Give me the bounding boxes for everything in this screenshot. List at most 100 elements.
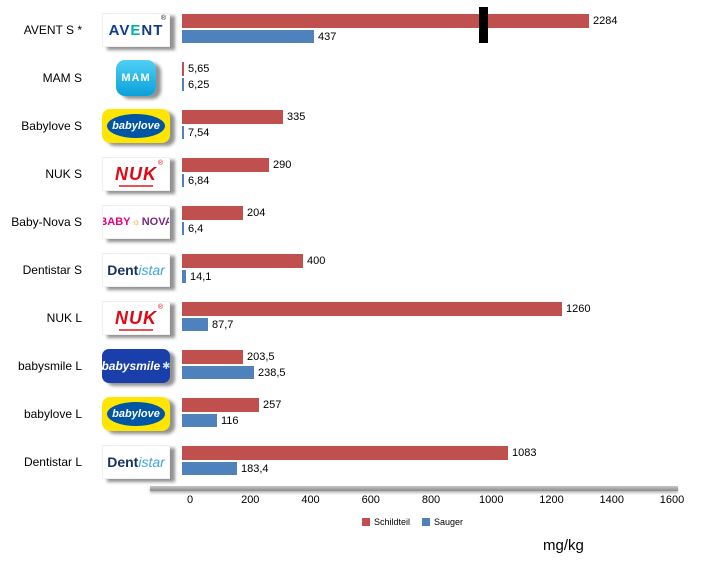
schildteil-bar-line: 5,65 xyxy=(182,62,664,76)
schildteil-bar-line: 203,5 xyxy=(182,350,664,364)
bar-group: 2284 437 xyxy=(182,6,664,54)
sauger-bar xyxy=(182,222,184,235)
brand-logo-dentistar: Dent istar xyxy=(102,253,170,287)
sauger-value-label: 116 xyxy=(221,414,239,427)
schildteil-value-label: 203,5 xyxy=(247,351,275,363)
brand-logo-cell: Dent istar xyxy=(90,438,182,486)
sauger-bar xyxy=(182,366,254,379)
brand-logo-cell: AVENT ® xyxy=(90,6,182,54)
schildteil-bar-line: 290 xyxy=(182,158,664,172)
x-tick-label: 800 xyxy=(421,494,441,506)
schildteil-bar-line: 400 xyxy=(182,254,664,268)
nuk-logo-text: NUK xyxy=(115,307,157,328)
dentistar-logo-text: Dent xyxy=(107,454,139,470)
schildteil-bar-line: 335 xyxy=(182,110,664,124)
sauger-value-label: 183,4 xyxy=(241,462,269,475)
babynova-logo-text: BABY xyxy=(102,216,131,228)
category-label: AVENT S * xyxy=(23,23,82,37)
schildteil-bar xyxy=(182,110,283,124)
legend-item: Sauger xyxy=(422,517,463,527)
legend-swatch xyxy=(362,518,370,526)
x-tick-label: 1000 xyxy=(479,494,504,506)
legend-label: Sauger xyxy=(434,517,464,527)
chart-row: Dentistar S Dent istar 400 14,1 xyxy=(0,246,704,294)
schildteil-value-label: 335 xyxy=(287,111,306,123)
bar-group: 290 6,84 xyxy=(182,150,664,198)
bar-group: 1083 183,4 xyxy=(182,438,664,486)
schildteil-bar-line: 1260 xyxy=(182,302,664,316)
sauger-value-label: 6,4 xyxy=(188,222,204,235)
bar-group: 335 7,54 xyxy=(182,102,664,150)
schildteil-value-label: 5,65 xyxy=(188,63,210,75)
bar-group: 257 116 xyxy=(182,390,664,438)
sauger-bar xyxy=(182,270,186,283)
sauger-bar-line: 6,84 xyxy=(182,174,664,187)
schildteil-bar xyxy=(182,62,184,76)
dentistar-logo-text2: istar xyxy=(138,454,165,470)
schildteil-bar xyxy=(182,302,562,316)
nuk-tagline-mark xyxy=(103,329,169,332)
sauger-bar-line: 14,1 xyxy=(182,270,664,283)
sauger-bar-line: 7,54 xyxy=(182,126,664,139)
brand-logo-cell: MAM xyxy=(90,54,182,102)
unit-label: mg/kg xyxy=(543,537,584,554)
brand-logo-cell: BABY ☼ NOVA xyxy=(90,198,182,246)
sauger-bar-line: 238,5 xyxy=(182,366,664,379)
brand-logo-nuk: NUK ® xyxy=(102,301,170,335)
x-tick-label: 1400 xyxy=(599,494,624,506)
schildteil-bar-line: 1083 xyxy=(182,446,664,460)
sauger-bar-line: 437 xyxy=(182,30,664,43)
brand-logo-mam: MAM xyxy=(116,60,156,96)
schildteil-value-label: 204 xyxy=(247,207,266,219)
sauger-bar xyxy=(182,78,184,91)
schildteil-bar xyxy=(182,206,243,220)
chart-row: Baby-Nova S BABY ☼ NOVA 204 6,4 xyxy=(0,198,704,246)
chart-row: MAM S MAM 5,65 6,25 xyxy=(0,54,704,102)
schildteil-value-label: 257 xyxy=(263,399,282,411)
chart-row: AVENT S * AVENT ® 2284 437 xyxy=(0,6,704,54)
bar-group: 204 6,4 xyxy=(182,198,664,246)
brand-logo-cell: babylove xyxy=(90,390,182,438)
sauger-value-label: 87,7 xyxy=(212,318,234,331)
x-axis-line xyxy=(150,486,678,491)
sauger-bar xyxy=(182,318,208,331)
x-axis-ticks: 0 200 400 600 800 1000 1200 1400 1600 xyxy=(187,494,684,508)
category-label: Dentistar L xyxy=(23,455,82,469)
category-label: NUK S xyxy=(45,167,82,181)
sauger-bar xyxy=(182,414,217,427)
nuk-logo-text: NUK xyxy=(115,163,157,184)
mam-logo-text: MAM xyxy=(121,72,151,84)
sauger-value-label: 6,25 xyxy=(188,78,210,91)
sauger-value-label: 14,1 xyxy=(190,270,212,283)
sauger-bar xyxy=(182,174,184,187)
category-label: babylove L xyxy=(23,407,82,421)
sauger-value-label: 7,54 xyxy=(188,126,210,139)
bar-group: 5,65 6,25 xyxy=(182,54,664,102)
category-label: MAM S xyxy=(42,71,82,85)
schildteil-bar xyxy=(182,254,303,268)
babynova-logo-text2: NOVA xyxy=(141,216,170,228)
sauger-bar xyxy=(182,30,314,43)
brand-logo-cell: babysmile ✱ xyxy=(90,342,182,390)
schildteil-value-label: 1260 xyxy=(566,303,591,315)
brand-logo-cell: NUK ® xyxy=(90,294,182,342)
brand-logo-babynova: BABY ☼ NOVA xyxy=(102,205,170,239)
brand-logo-cell: babylove xyxy=(90,102,182,150)
category-label: Babylove S xyxy=(21,119,82,133)
schildteil-bar xyxy=(182,14,589,28)
x-tick-label: 1200 xyxy=(539,494,564,506)
category-label: babysmile L xyxy=(17,359,82,373)
sauger-bar-line: 183,4 xyxy=(182,462,664,475)
schildteil-bar xyxy=(182,398,259,412)
x-tick-label: 400 xyxy=(301,494,320,506)
sauger-value-label: 6,84 xyxy=(188,174,210,187)
sauger-bar-line: 116 xyxy=(182,414,664,427)
brand-logo-dentistar: Dent istar xyxy=(102,445,170,479)
legend-swatch xyxy=(422,518,431,526)
x-tick-label: 600 xyxy=(361,494,380,506)
schildteil-value-label: 2284 xyxy=(593,15,618,27)
chart-row: babylove L babylove 257 116 xyxy=(0,390,704,438)
sun-icon: ☼ xyxy=(131,216,141,228)
x-tick-label: 200 xyxy=(241,494,260,506)
